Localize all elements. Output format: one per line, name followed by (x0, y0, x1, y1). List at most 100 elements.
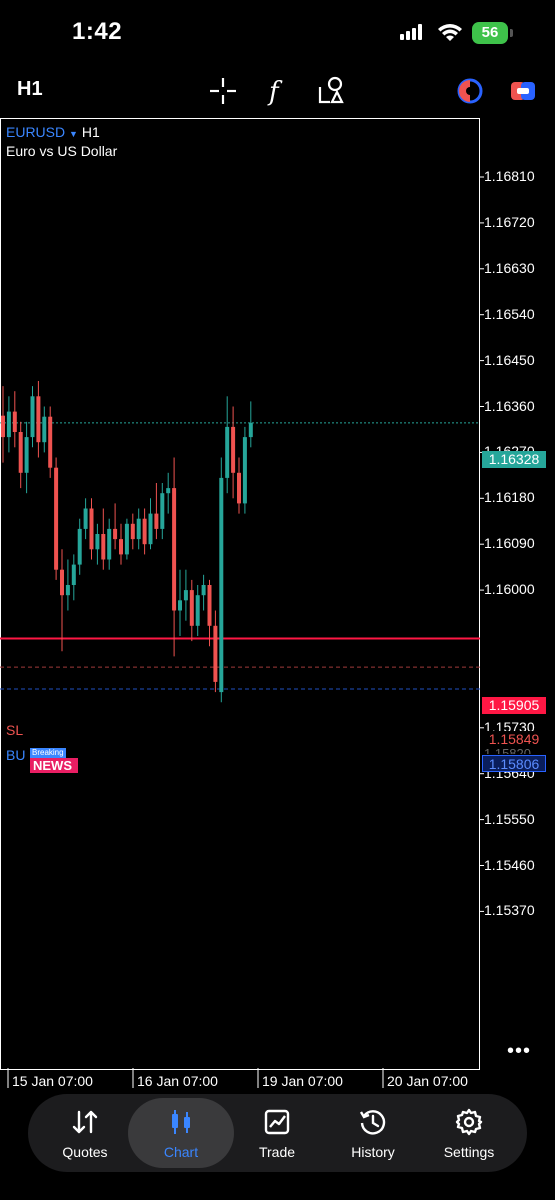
candle-body (237, 472, 241, 504)
symbol-header: EURUSD ▼ H1 (6, 124, 100, 140)
price-tick-label: 1.16540 (484, 305, 535, 322)
price-tick-label: 1.16450 (484, 351, 535, 368)
candle-body (172, 488, 177, 611)
candle-body (183, 590, 188, 601)
price-tick-label: 1.16630 (484, 259, 535, 276)
nav-trade[interactable]: Trade (229, 1094, 325, 1172)
symbol-name[interactable]: EURUSD (6, 124, 66, 140)
news-label: NEWS (30, 758, 78, 773)
symbol-timeframe: H1 (81, 124, 100, 140)
nav-label: Quotes (62, 1144, 108, 1160)
candle-body (178, 600, 182, 611)
nav-quotes[interactable]: Quotes (37, 1094, 133, 1172)
candle-body (113, 528, 118, 540)
symbol-dropdown-arrow[interactable]: ▼ (69, 129, 78, 139)
candle-body (119, 539, 123, 555)
cellular-signal-icon (400, 24, 426, 40)
price-tick-label: 1.15730 (484, 718, 535, 735)
candle-body (6, 411, 11, 438)
time-axis-ticks (7, 1068, 384, 1088)
timeframe-button[interactable]: H1 (17, 78, 43, 100)
chart-area[interactable] (0, 118, 480, 1070)
objects-icon[interactable] (317, 75, 347, 105)
buy-price-tag: 1.15806 (482, 755, 546, 772)
nav-chart[interactable]: Chart (133, 1094, 229, 1172)
current-price-tag: 1.16328 (482, 451, 546, 468)
indicators-icon[interactable]: f (265, 76, 289, 106)
sl-line-label[interactable]: SL (6, 722, 24, 738)
sort-arrows-icon (72, 1110, 98, 1134)
breaking-label: Breaking (30, 748, 66, 758)
price-tick-label: 1.16000 (484, 581, 535, 598)
candle-body (89, 508, 94, 550)
candle-body (54, 467, 59, 570)
candle-body (201, 585, 206, 596)
gear-icon (455, 1108, 483, 1136)
candle-body (242, 437, 247, 504)
candle-body (213, 625, 218, 682)
candle-body (148, 513, 153, 545)
price-tick-label: 1.16720 (484, 213, 535, 230)
price-tick-label: 1.16810 (484, 168, 535, 184)
candle-body (166, 488, 171, 494)
buy-line-label[interactable]: BU (6, 747, 26, 763)
time-tick: 19 Jan 07:00 (262, 1073, 343, 1089)
candle-body (107, 528, 112, 560)
battery-tip (510, 29, 513, 37)
price-tick-label: 1.16360 (484, 397, 535, 414)
link-icon[interactable] (508, 76, 538, 106)
candle-body (154, 513, 159, 529)
candle-body (189, 590, 194, 626)
candle-body (124, 523, 129, 555)
candle-body (225, 426, 230, 478)
candle-body (101, 534, 106, 560)
candle-body (1, 415, 5, 438)
breaking-news-badge[interactable]: Breaking NEWS (30, 748, 78, 773)
candle-body (36, 396, 41, 443)
nav-settings[interactable]: Settings (421, 1094, 517, 1172)
hidden-price-label: 1.15820 (484, 746, 531, 754)
candle-body (160, 493, 165, 529)
candle-body (77, 528, 82, 565)
more-options-icon[interactable]: ••• (507, 1040, 532, 1062)
price-tick-label: 1.16180 (484, 489, 535, 506)
symbol-description: Euro vs US Dollar (6, 143, 118, 159)
candle-body (231, 426, 236, 473)
candle-body (30, 396, 35, 438)
candle-body (248, 422, 253, 438)
candle-body (18, 432, 23, 473)
red-line-price-tag: 1.15905 (482, 697, 546, 714)
status-time: 1:42 (72, 18, 123, 45)
trade-timer-icon[interactable] (455, 76, 485, 106)
bottom-navigation: Quotes Chart Trade History Settings (28, 1094, 527, 1172)
nav-active-highlight (128, 1098, 234, 1168)
candle-body (130, 523, 135, 540)
nav-history[interactable]: History (325, 1094, 421, 1172)
wifi-icon (438, 24, 462, 41)
candle-body (195, 595, 200, 626)
candle-body (142, 518, 147, 545)
nav-label: History (351, 1144, 395, 1160)
candle-body (95, 534, 100, 550)
candle-body (219, 477, 224, 693)
candle-body (60, 569, 64, 596)
time-tick: 15 Jan 07:00 (12, 1073, 93, 1089)
candle-body (83, 508, 88, 529)
time-tick: 20 Jan 07:00 (387, 1073, 468, 1089)
candle-body (42, 416, 47, 443)
nav-label: Settings (443, 1144, 495, 1160)
candle-body (207, 585, 212, 626)
candle-body (24, 437, 29, 473)
battery-indicator: 56 (472, 22, 508, 44)
candle-body (136, 518, 141, 540)
candle-body (12, 411, 17, 432)
history-icon (359, 1110, 386, 1135)
candle-body (71, 564, 76, 585)
price-tick-label: 1.16090 (484, 535, 535, 552)
nav-label: Chart (163, 1144, 199, 1160)
price-tick-label: 1.15460 (484, 856, 535, 873)
crosshair-icon[interactable] (208, 76, 238, 106)
nav-label: Trade (258, 1144, 296, 1160)
price-tick-label: 1.15550 (484, 810, 535, 827)
